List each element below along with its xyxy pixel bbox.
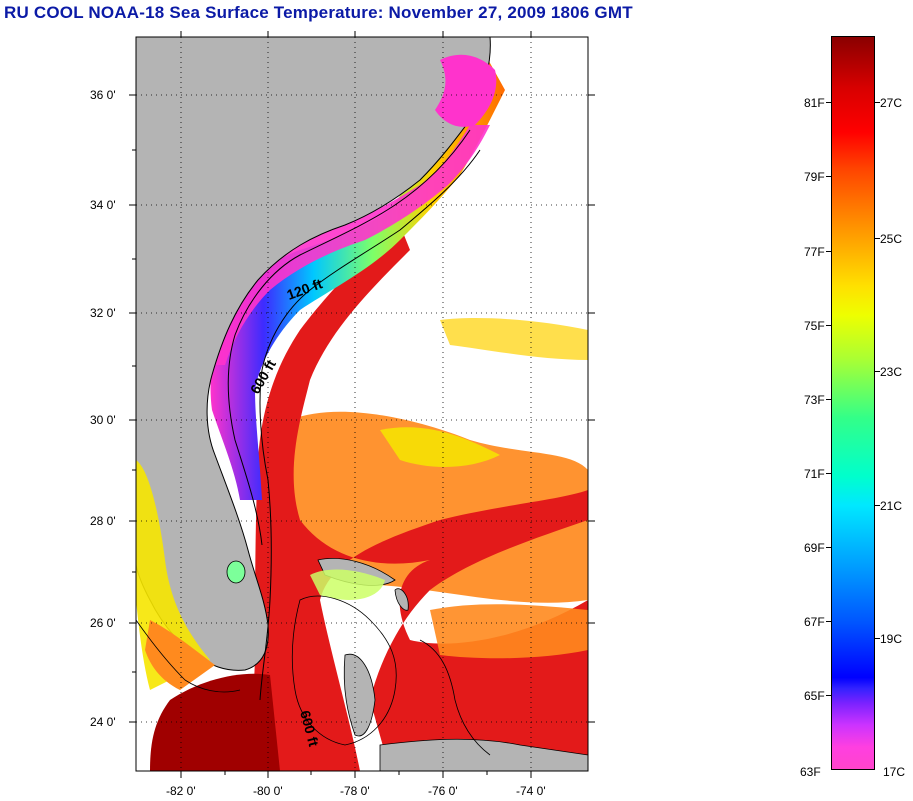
lat-label-26: 26 0' — [90, 616, 116, 630]
colorbar-c-label: 17C — [883, 765, 906, 779]
colorbar-tick — [826, 325, 831, 326]
colorbar-f-label: 73F — [804, 393, 825, 407]
gulf-of-mexico-orange — [145, 620, 215, 690]
contour-120ft — [227, 129, 471, 546]
colorbar-c-label: 21C — [880, 499, 903, 513]
colorbar-tick — [875, 638, 880, 639]
colorbar-tick — [826, 473, 831, 474]
offshore-yellow-patch — [380, 427, 500, 467]
lat-label-36: 36 0' — [90, 88, 116, 102]
colorbar-f-label: 81F — [804, 96, 825, 110]
colorbar-tick — [875, 238, 880, 239]
lat-label-34: 34 0' — [90, 198, 116, 212]
offshore-orange-field — [280, 411, 588, 603]
colorbar-f-label: 79F — [804, 170, 825, 184]
colorbar-c-label: 27C — [880, 96, 903, 110]
colorbar-tick — [826, 695, 831, 696]
frame-ticks — [129, 31, 595, 778]
cuba-coast — [379, 738, 588, 771]
colorbar-tick — [875, 371, 880, 372]
colorbar-f-label: 63F — [800, 765, 821, 779]
colorbar-tick — [826, 547, 831, 548]
lat-label-28: 28 0' — [90, 514, 116, 528]
colorbar-c-label: 19C — [880, 632, 903, 646]
lat-label-24: 24 0' — [90, 715, 116, 729]
colorbar-tick — [875, 102, 880, 103]
bahamas-eleuthera — [394, 588, 409, 611]
lon-label-76: -76 0' — [428, 784, 458, 798]
page-title: RU COOL NOAA-18 Sea Surface Temperature:… — [4, 3, 633, 22]
colorbar-c-label: 23C — [880, 365, 903, 379]
east-orange-blobs — [430, 604, 588, 659]
colorbar-f-label: 75F — [804, 319, 825, 333]
bahamas-shallow-bank — [310, 569, 385, 600]
colorbar-tick — [826, 251, 831, 252]
contour-600ft — [259, 149, 481, 701]
colorbar-f-label: 67F — [804, 615, 825, 629]
colorbar-tick — [875, 505, 880, 506]
lon-label-78: -78 0' — [340, 784, 370, 798]
bahamas-andros — [343, 653, 376, 737]
warm-core-south — [150, 673, 280, 771]
map-frame-border — [135, 36, 589, 772]
colorbar-f-label: 69F — [804, 541, 825, 555]
contour-bahamas — [291, 595, 397, 746]
colorbar-tick — [826, 176, 831, 177]
gulf-stream-band — [250, 225, 588, 771]
colorbar-f-label: 77F — [804, 245, 825, 259]
offshore-scattered-patches — [440, 318, 588, 360]
lon-label-74: -74 0' — [516, 784, 546, 798]
lat-label-32: 32 0' — [90, 306, 116, 320]
colorbar-c-label: 25C — [880, 232, 903, 246]
colorbar-tick — [826, 399, 831, 400]
colorbar-tick — [826, 621, 831, 622]
graticule — [136, 37, 588, 771]
lon-label-82: -82 0' — [166, 784, 196, 798]
contour-gulf-shelf — [136, 619, 241, 693]
colorbar-tick — [826, 102, 831, 103]
lake-okeechobee — [226, 560, 246, 584]
pamlico-sound — [435, 54, 497, 127]
colorbar-f-label: 71F — [804, 467, 825, 481]
lon-label-80: -80 0' — [253, 784, 283, 798]
colorbar-f-label: 65F — [804, 689, 825, 703]
temperature-colorbar — [831, 36, 875, 770]
contour-east-bahamas — [419, 639, 491, 756]
lat-label-30: 30 0' — [90, 413, 116, 427]
